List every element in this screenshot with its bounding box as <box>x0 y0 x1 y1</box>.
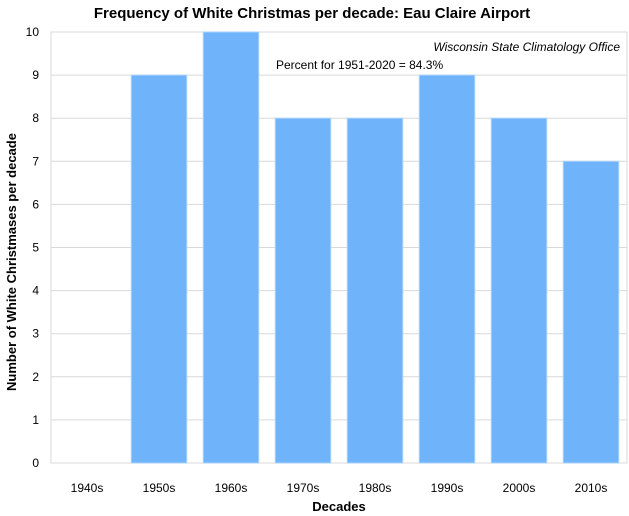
y-tick-label: 10 <box>26 25 40 39</box>
bar-1970s <box>274 117 332 464</box>
x-tick-label: 1970s <box>287 481 320 495</box>
y-tick-label: 2 <box>32 370 39 384</box>
y-tick-label: 8 <box>32 111 39 125</box>
x-tick-label: 1980s <box>359 481 392 495</box>
plot-frame <box>50 31 628 464</box>
bar-1950s <box>130 74 188 464</box>
bar-1960s <box>202 31 260 464</box>
x-tick-label: 1940s <box>71 481 104 495</box>
y-tick-label: 0 <box>32 456 39 470</box>
x-tick-label: 1990s <box>431 481 464 495</box>
bar-2000s <box>490 117 548 464</box>
x-tick-label: 1960s <box>215 481 248 495</box>
bar-2010s <box>562 160 620 464</box>
y-tick-label: 7 <box>32 154 39 168</box>
x-tick-label: 2000s <box>503 481 536 495</box>
y-tick-label: 5 <box>32 241 39 255</box>
x-tick-label: 1950s <box>143 481 176 495</box>
y-tick-label: 4 <box>32 284 39 298</box>
y-tick-label: 1 <box>32 413 39 427</box>
chart-title: Frequency of White Christmas per decade:… <box>94 5 530 22</box>
y-tick-label: 3 <box>32 327 39 341</box>
y-tick-labels: 0 1 2 3 4 5 6 7 8 9 10 <box>26 25 40 470</box>
bars <box>130 31 620 464</box>
x-tick-labels: 1940s 1950s 1960s 1970s 1980s 1990s 2000s 2010s <box>71 481 608 495</box>
y-tick-label: 6 <box>32 197 39 211</box>
bar-1990s <box>418 74 476 464</box>
source-annotation: Wisconsin State Climatology Office <box>433 40 620 54</box>
x-axis-title: Decades <box>312 499 365 514</box>
percent-annotation: Percent for 1951-2020 = 84.3% <box>276 58 443 72</box>
y-axis-title: Number of White Christmases per decade <box>4 133 19 391</box>
y-tick-label: 9 <box>32 68 39 82</box>
bar-1980s <box>346 117 404 464</box>
x-tick-label: 2010s <box>575 481 608 495</box>
